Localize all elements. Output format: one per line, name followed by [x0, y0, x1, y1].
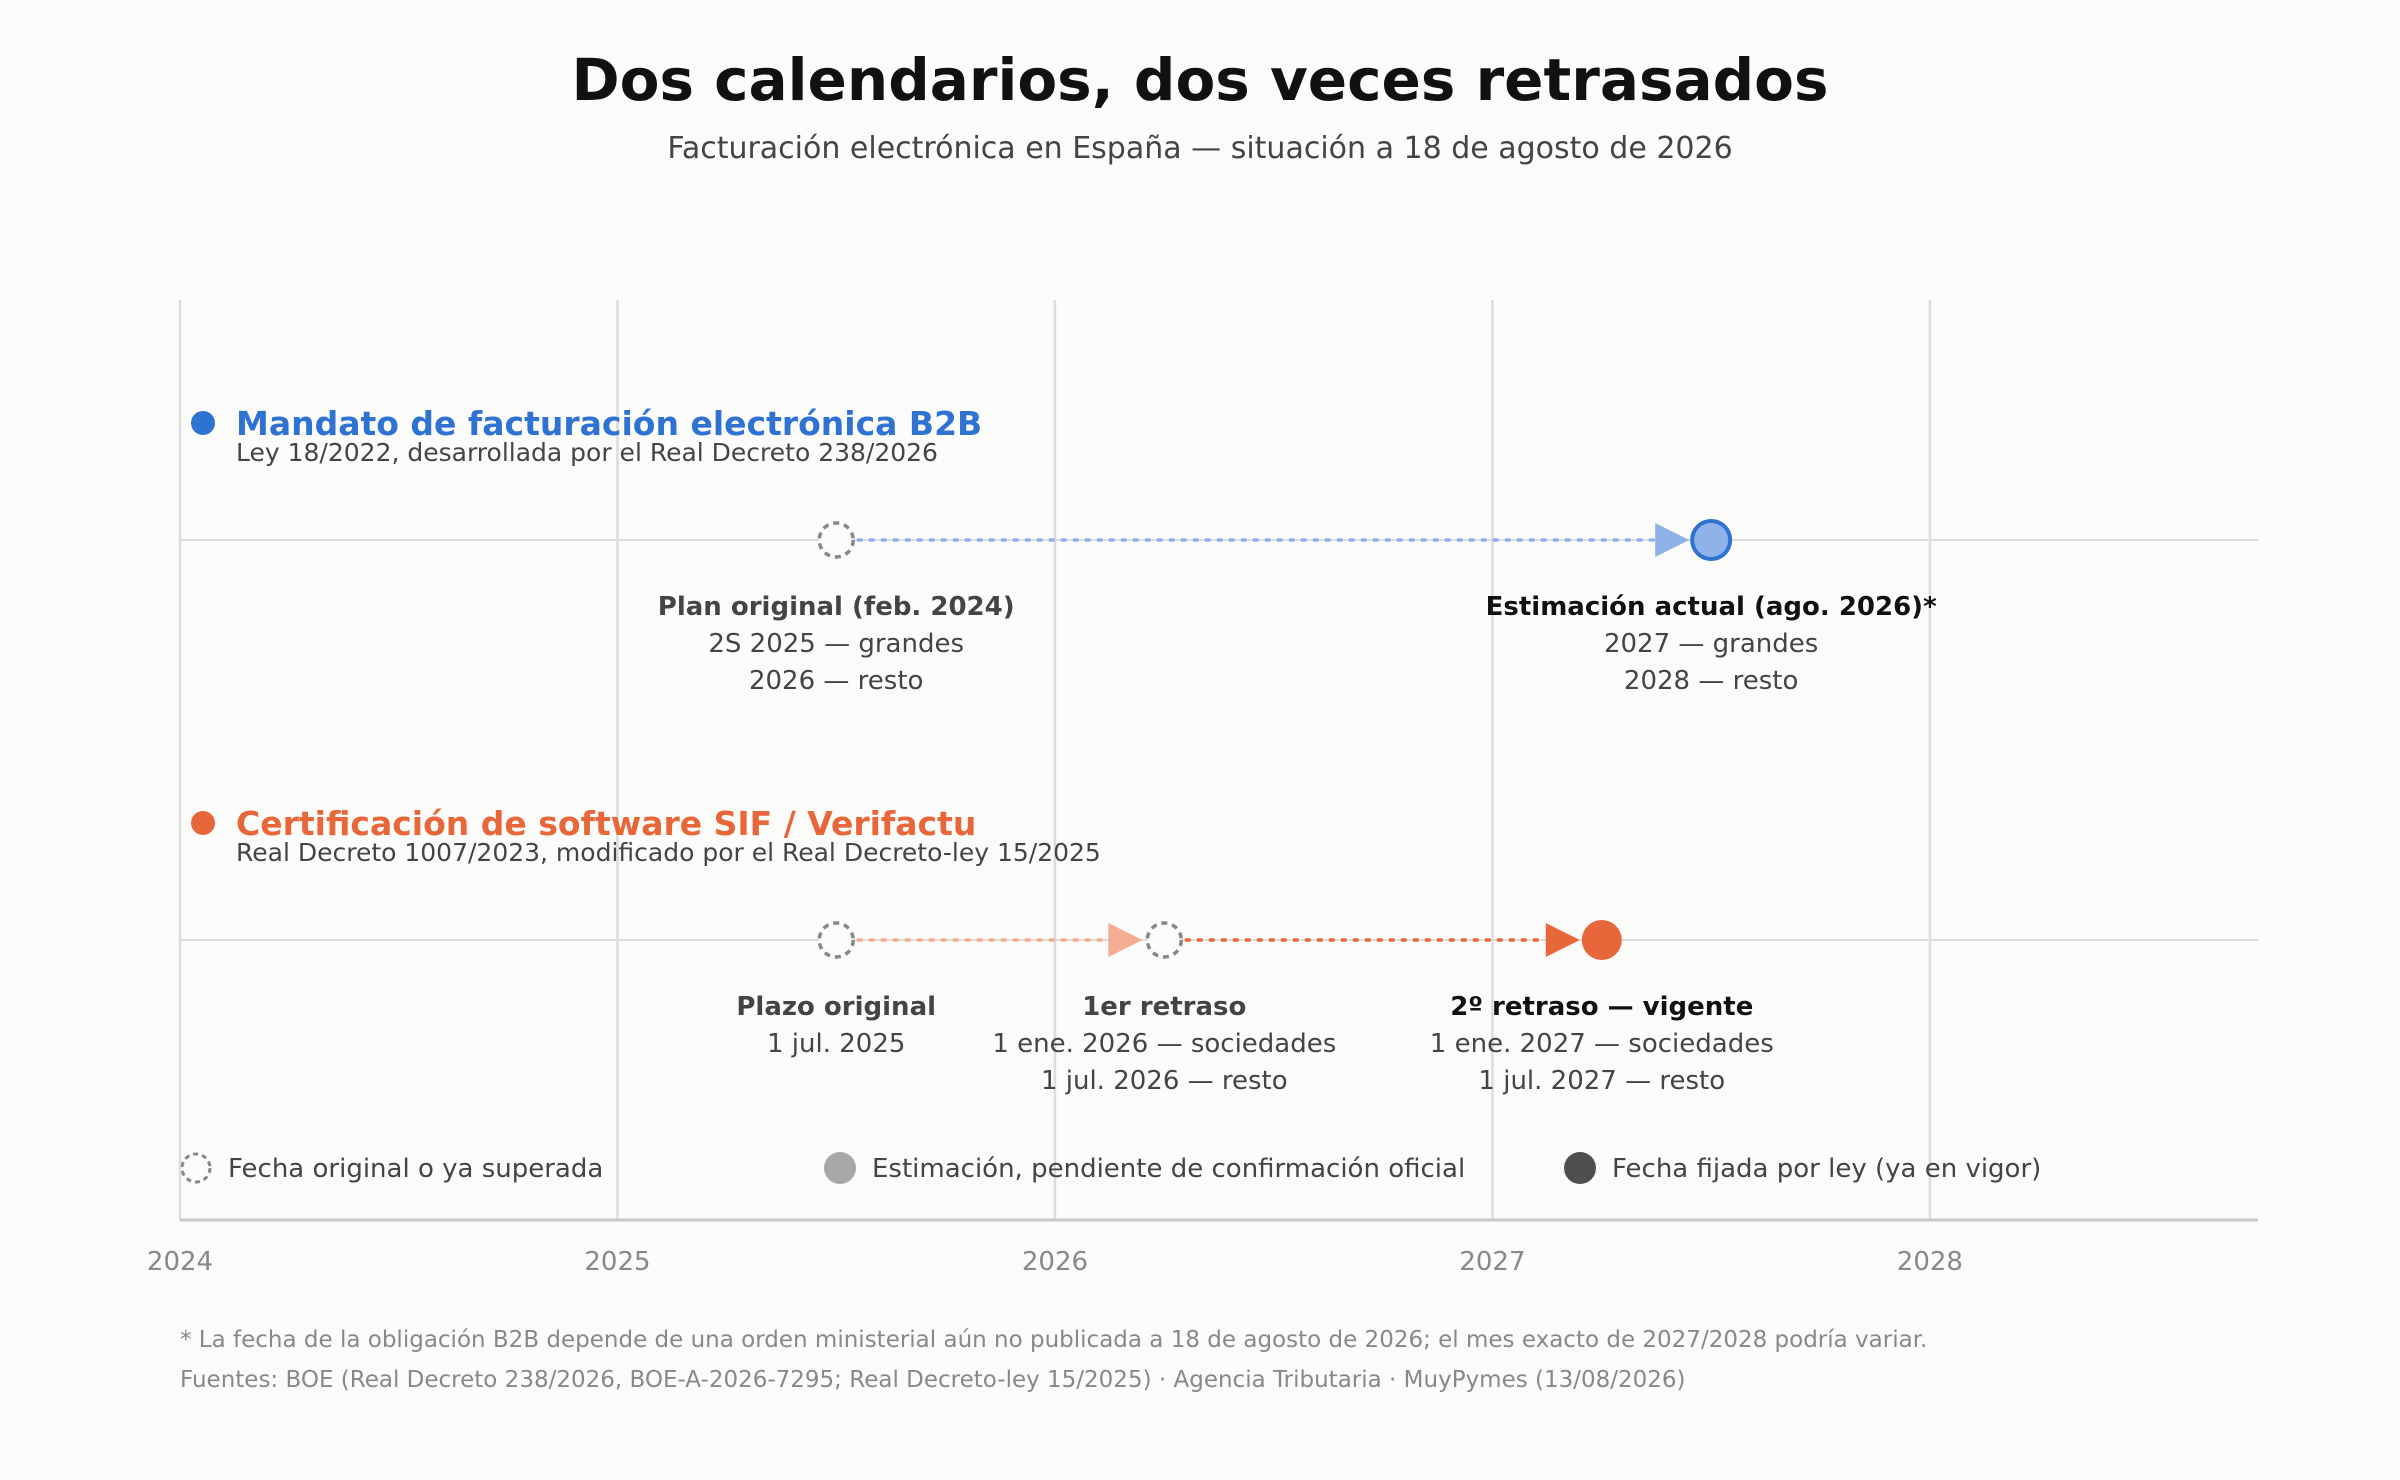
- grid: [178, 300, 1932, 1220]
- track-b2b-title: Mandato de facturación electrónica B2B: [236, 404, 982, 443]
- track-sif-marker-1: [1145, 921, 1184, 959]
- track-sif-title: Certificación de software SIF / Verifact…: [236, 804, 976, 843]
- track-b2b-dot: [191, 411, 215, 435]
- footnote: * La fecha de la obligación B2B depende …: [180, 1327, 1927, 1353]
- legend: Fecha original o ya superada Estimación, …: [180, 1152, 2041, 1184]
- track-b2b: Mandato de facturación electrónica B2BLe…: [180, 404, 2258, 696]
- track-b2b-label-title-1: Estimación actual (ago. 2026)*: [1486, 592, 1937, 622]
- track-sif-marker-0: [817, 921, 855, 959]
- track-sif-label-line-1-0: 1 ene. 2026 — sociedades: [992, 1029, 1336, 1059]
- tracks: Mandato de facturación electrónica B2BLe…: [180, 404, 2258, 1096]
- x-axis: 2024 2025 2026 2027 2028: [147, 1218, 2258, 1277]
- track-sif: Certificación de software SIF / Verifact…: [180, 804, 2258, 1096]
- tick-label-2028: 2028: [1897, 1247, 1963, 1277]
- track-sif-label-line-2-0: 1 ene. 2027 — sociedades: [1430, 1029, 1774, 1059]
- chart-title: Dos calendarios, dos veces retrasados: [571, 46, 1828, 114]
- sources: Fuentes: BOE (Real Decreto 238/2026, BOE…: [180, 1367, 1686, 1393]
- track-b2b-arrowhead-0: [1655, 523, 1690, 557]
- track-b2b-marker-0: [817, 521, 855, 559]
- track-sif-label-title-2: 2º retraso — vigente: [1450, 992, 1753, 1022]
- track-b2b-label-line-1-1: 2028 — resto: [1624, 666, 1798, 696]
- track-sif-label-line-0-0: 1 jul. 2025: [767, 1029, 905, 1059]
- tick-label-2026: 2026: [1022, 1247, 1088, 1277]
- track-sif-marker-2: [1581, 920, 1622, 960]
- track-b2b-label-title-0: Plan original (feb. 2024): [658, 592, 1015, 622]
- track-sif-arrowhead-1: [1545, 923, 1580, 957]
- track-b2b-label-line-1-0: 2027 — grandes: [1604, 629, 1818, 659]
- legend-marker-fixed: [1564, 1152, 1596, 1184]
- tick-label-2024: 2024: [147, 1247, 213, 1277]
- legend-label-estimate: Estimación, pendiente de confirmación of…: [872, 1154, 1465, 1184]
- legend-marker-estimate: [824, 1152, 856, 1184]
- track-sif-dot: [191, 811, 215, 835]
- tick-label-2025: 2025: [584, 1247, 650, 1277]
- track-b2b-marker-1: [1690, 519, 1733, 561]
- track-b2b-label-line-0-1: 2026 — resto: [749, 666, 923, 696]
- track-sif-label-line-2-1: 1 jul. 2027 — resto: [1478, 1066, 1725, 1096]
- track-sif-label-title-1: 1er retraso: [1082, 992, 1246, 1022]
- tick-label-2027: 2027: [1459, 1247, 1525, 1277]
- track-sif-label-line-1-1: 1 jul. 2026 — resto: [1041, 1066, 1288, 1096]
- track-b2b-label-line-0-0: 2S 2025 — grandes: [708, 629, 964, 659]
- chart-subtitle: Facturación electrónica en España — situ…: [667, 131, 1732, 166]
- track-sif-arrowhead-0: [1108, 923, 1143, 957]
- track-b2b-subtitle: Ley 18/2022, desarrollada por el Real De…: [236, 438, 938, 467]
- legend-label-original: Fecha original o ya superada: [228, 1154, 603, 1184]
- track-sif-label-title-0: Plazo original: [736, 992, 936, 1022]
- track-sif-subtitle: Real Decreto 1007/2023, modificado por e…: [236, 838, 1101, 867]
- legend-label-fixed: Fecha fijada por ley (ya en vigor): [1612, 1154, 2041, 1184]
- legend-marker-original: [180, 1152, 212, 1184]
